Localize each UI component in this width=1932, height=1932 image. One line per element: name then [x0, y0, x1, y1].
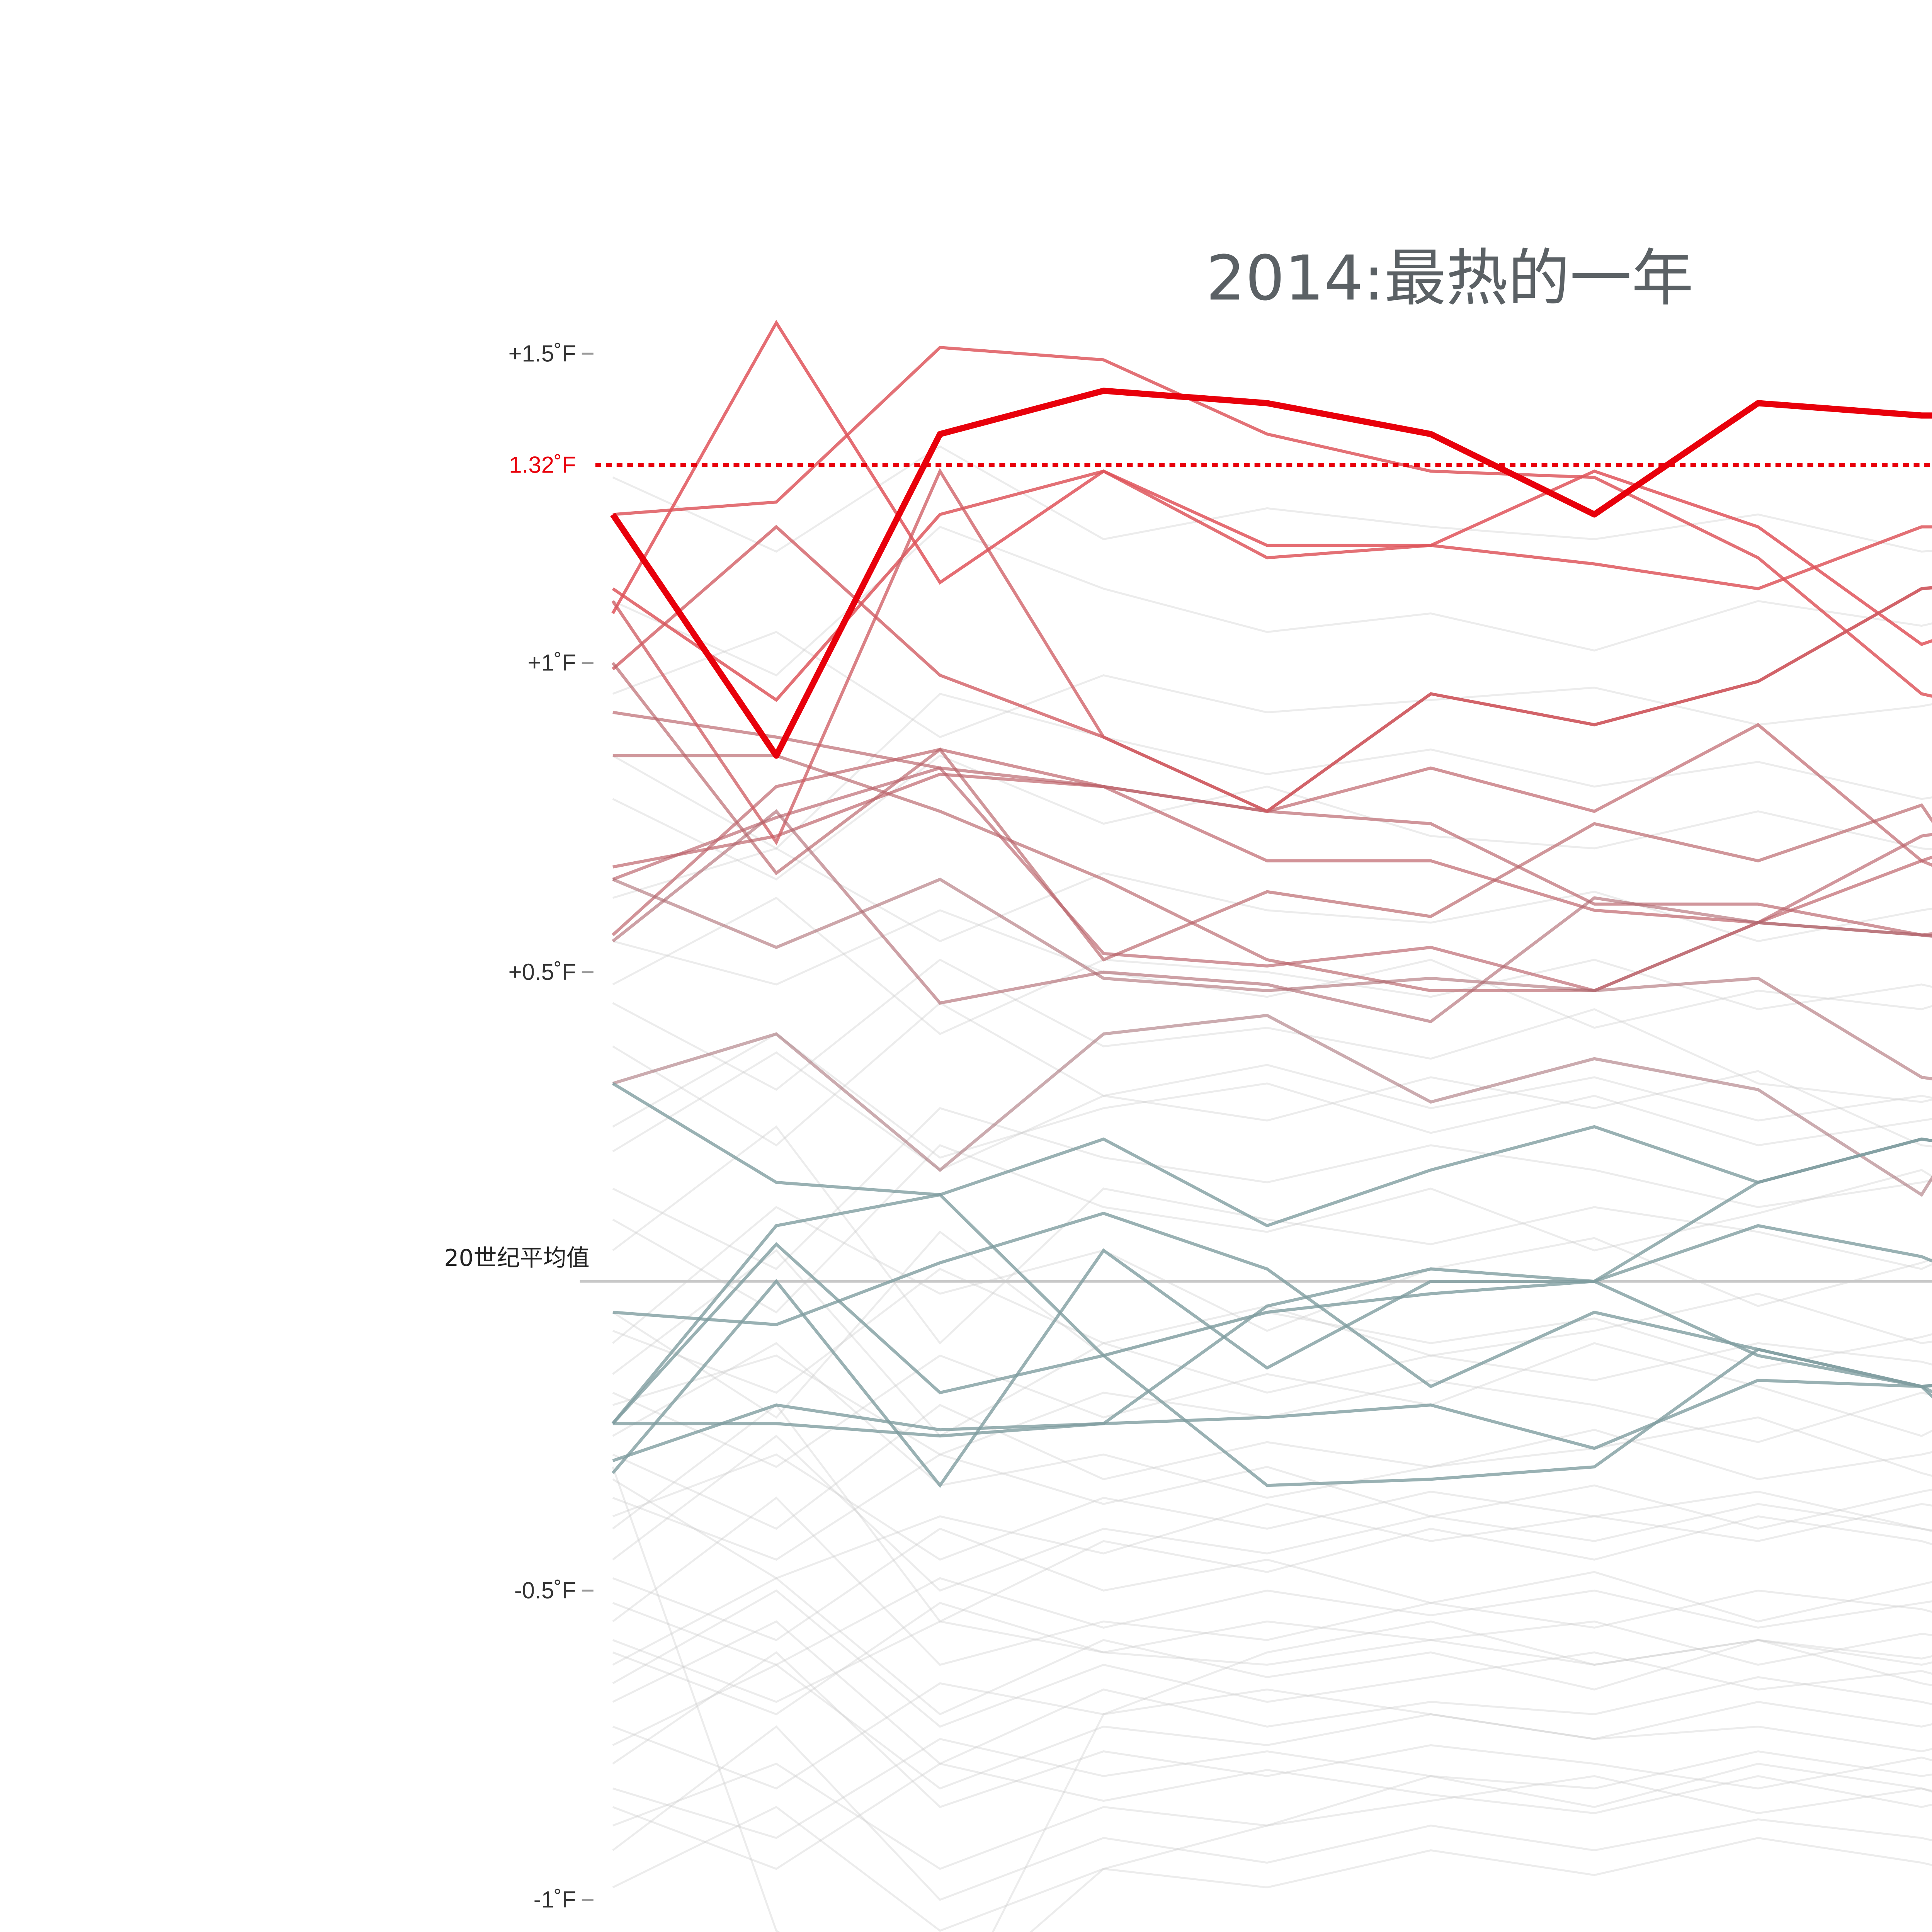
y-tick-label: +1˚F [528, 650, 576, 676]
background-year-line [612, 1453, 1932, 1561]
background-year-line [612, 1342, 1932, 1499]
background-year-line [612, 1125, 1932, 1345]
background-year-line [612, 1527, 1932, 1641]
background-year-line [612, 1577, 1932, 1666]
background-year-line [612, 1002, 1932, 1147]
chart-title: 2014:最热的一年 [1206, 242, 1694, 314]
baseline-label: 20世纪平均值 [444, 1245, 589, 1272]
background-year-line [612, 1404, 1932, 1530]
background-year-line [612, 1496, 1932, 1666]
background-year-line [612, 1478, 1932, 1580]
year-line-neutral-6[interactable] [612, 824, 1932, 1463]
year-line-warm-14[interactable] [612, 809, 1932, 1121]
year-line-warm-11[interactable] [611, 468, 1932, 845]
year-line-warm-1[interactable] [611, 320, 1932, 749]
background-year-line [612, 1268, 1932, 1394]
highlighted-year-lines [611, 320, 1932, 1541]
background-year-line [612, 1453, 1932, 1561]
background-year-line [612, 1663, 1932, 1790]
background-year-line [1029, 1762, 1932, 1932]
background-year-line [612, 847, 1932, 942]
year-line-warm-10[interactable] [611, 662, 1932, 1046]
reference-line-2014-average: 1.32˚F 2014 [509, 452, 1932, 478]
reference-value-label: 1.32˚F [509, 452, 576, 478]
year-line-neutral-1[interactable] [612, 1082, 1932, 1487]
background-year-line [612, 1249, 1932, 1437]
year-line-warm-12[interactable] [612, 878, 1932, 1182]
y-tick-label: -1˚F [534, 1887, 576, 1913]
background-year-line [612, 1738, 1932, 1839]
background-year-line [612, 1602, 1932, 1716]
background-year-line [612, 754, 1932, 881]
background-year-line [612, 1206, 1932, 1344]
background-year-line [612, 631, 1932, 738]
background-year-line [612, 896, 1932, 1035]
background-year-line [612, 1144, 1932, 1314]
year-line-warm-5[interactable] [612, 711, 1932, 1046]
year-line-warm-13[interactable] [612, 824, 1932, 1197]
year-line-neutral-5[interactable] [612, 1362, 1932, 1498]
series-2014-line[interactable] [610, 366, 1932, 759]
background-year-line [612, 1403, 1932, 1623]
year-line-warm-9[interactable] [612, 723, 1932, 1040]
background-year-line [612, 1466, 1932, 1932]
background-year-line [612, 909, 1932, 1029]
background-year-line [612, 958, 1932, 1103]
year-line-warm-7[interactable] [612, 772, 1932, 924]
background-year-line [612, 1032, 1932, 1159]
y-tick-label: -0.5˚F [514, 1577, 576, 1603]
background-year-line [612, 1651, 1932, 1808]
background-year-line [612, 1725, 1932, 1901]
background-year-line [612, 1620, 1932, 1765]
year-line-neutral-4[interactable] [611, 1248, 1932, 1541]
series-2014-polyline[interactable] [610, 366, 1932, 759]
y-tick-label: +1.5˚F [509, 340, 576, 366]
year-line-warm-6[interactable] [612, 754, 1932, 992]
year-line-neutral-2[interactable] [611, 978, 1932, 1425]
y-tick-label: +0.5˚F [509, 959, 576, 985]
background-year-line [612, 526, 1932, 677]
background-year-lines [612, 445, 1932, 1932]
background-year-line [612, 1051, 1932, 1171]
background-year-line [612, 1230, 1932, 1419]
year-line-warm-8[interactable] [612, 762, 1932, 993]
background-year-line [612, 1806, 1932, 1932]
background-year-line [612, 1762, 1932, 1870]
background-year-line [612, 1434, 1932, 1592]
background-year-line [612, 1620, 1932, 1703]
background-year-line [612, 1354, 1932, 1456]
background-year-line [612, 445, 1932, 553]
year-line-neutral-3[interactable] [612, 1211, 1932, 1467]
background-year-line [612, 1589, 1932, 1728]
year-line-warm-2[interactable] [612, 346, 1932, 904]
background-year-line [612, 1107, 1932, 1270]
year-line-warm-3[interactable] [612, 469, 1932, 702]
background-year-line [612, 1682, 1932, 1790]
background-year-line [612, 1342, 1932, 1468]
background-year-line [612, 1762, 1932, 1870]
y-axis: +1.5˚F +1˚F +0.5˚F -0.5˚F -1˚F [509, 340, 594, 1913]
background-year-line [612, 692, 1932, 850]
background-year-line [612, 1577, 1932, 1716]
year-line-neutral-7[interactable] [611, 978, 1932, 1425]
